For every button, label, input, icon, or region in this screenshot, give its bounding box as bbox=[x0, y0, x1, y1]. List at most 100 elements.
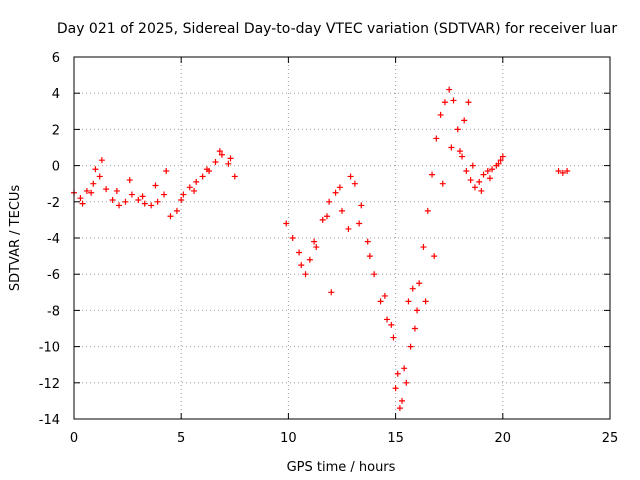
data-point bbox=[388, 321, 395, 328]
data-point bbox=[154, 198, 161, 205]
data-point bbox=[441, 99, 448, 106]
data-point bbox=[384, 316, 391, 323]
data-point bbox=[439, 180, 446, 187]
data-point bbox=[225, 160, 232, 167]
y-tick-label: 0 bbox=[52, 160, 60, 175]
data-point bbox=[461, 117, 468, 124]
y-tick-label: 6 bbox=[52, 51, 60, 66]
data-point bbox=[163, 168, 170, 175]
data-point bbox=[319, 216, 326, 223]
y-tick-label: -2 bbox=[47, 196, 60, 211]
data-point bbox=[141, 200, 148, 207]
data-point bbox=[311, 238, 318, 245]
data-point bbox=[339, 207, 345, 214]
data-point bbox=[407, 343, 414, 350]
data-point bbox=[203, 166, 210, 173]
data-point bbox=[405, 298, 412, 305]
data-point bbox=[345, 225, 352, 232]
data-point bbox=[109, 196, 116, 203]
data-point bbox=[437, 111, 444, 118]
data-point bbox=[431, 253, 438, 260]
data-point bbox=[212, 158, 219, 165]
data-point bbox=[414, 307, 421, 314]
data-point bbox=[377, 298, 384, 305]
data-point bbox=[218, 151, 225, 158]
data-point bbox=[465, 99, 472, 106]
data-point bbox=[135, 196, 142, 203]
data-point bbox=[328, 289, 335, 296]
data-point bbox=[178, 196, 185, 203]
data-point bbox=[231, 173, 238, 180]
data-point bbox=[422, 298, 429, 305]
chart-title: Day 021 of 2025, Sidereal Day-to-day VTE… bbox=[57, 21, 618, 37]
data-point bbox=[450, 97, 457, 104]
data-point bbox=[499, 153, 506, 160]
y-tick-label: -8 bbox=[47, 304, 60, 319]
data-point bbox=[347, 173, 354, 180]
y-tick-label: -6 bbox=[47, 268, 60, 283]
x-tick-label: 10 bbox=[280, 431, 297, 446]
data-point bbox=[448, 144, 455, 151]
y-tick-label: -4 bbox=[47, 232, 60, 247]
data-point bbox=[471, 184, 478, 191]
data-point bbox=[302, 271, 309, 278]
data-point bbox=[191, 187, 198, 194]
data-point bbox=[416, 280, 423, 287]
data-point bbox=[148, 202, 155, 209]
data-point bbox=[564, 168, 571, 175]
data-point bbox=[559, 169, 566, 176]
data-point bbox=[193, 178, 200, 185]
x-tick-label: 25 bbox=[602, 431, 619, 446]
data-point bbox=[396, 405, 403, 412]
x-tick-label: 5 bbox=[177, 431, 185, 446]
data-point bbox=[88, 189, 95, 196]
x-axis-label: GPS time / hours bbox=[287, 460, 396, 475]
data-point bbox=[356, 220, 363, 227]
data-point bbox=[161, 191, 168, 198]
data-point bbox=[92, 166, 99, 173]
data-point bbox=[429, 171, 436, 178]
data-point bbox=[139, 193, 146, 200]
data-point bbox=[306, 256, 313, 263]
data-point bbox=[227, 155, 234, 162]
data-point bbox=[336, 184, 343, 191]
data-point bbox=[364, 238, 371, 245]
data-point bbox=[216, 148, 223, 155]
y-axis-label: SDTVAR / TECUs bbox=[8, 185, 23, 292]
data-point bbox=[90, 180, 97, 187]
data-points bbox=[71, 86, 571, 412]
data-point bbox=[463, 168, 470, 175]
data-point bbox=[459, 153, 466, 160]
data-point bbox=[446, 86, 453, 93]
data-point bbox=[480, 171, 487, 178]
data-point bbox=[332, 189, 339, 196]
y-tick-label: -14 bbox=[39, 413, 60, 428]
data-point bbox=[186, 184, 193, 191]
axis-ticks: 0 5 10 15 20 25 -14 -12 -10 -8 -6 -4 -2 0 2 4 6 bbox=[39, 51, 619, 446]
y-tick-label: -10 bbox=[39, 341, 60, 356]
data-point bbox=[497, 157, 504, 164]
data-point bbox=[289, 235, 296, 241]
x-tick-label: 20 bbox=[495, 431, 512, 446]
data-point bbox=[199, 173, 206, 180]
data-point bbox=[116, 202, 123, 209]
data-point bbox=[98, 157, 105, 164]
data-point bbox=[296, 249, 303, 256]
data-point bbox=[298, 262, 305, 269]
data-point bbox=[79, 200, 86, 207]
data-point bbox=[495, 160, 502, 167]
data-point bbox=[424, 207, 431, 214]
data-point bbox=[394, 370, 401, 377]
data-point bbox=[103, 186, 110, 193]
data-point bbox=[283, 220, 290, 227]
data-point bbox=[358, 202, 365, 209]
data-point bbox=[77, 195, 84, 202]
data-point bbox=[96, 173, 103, 180]
data-point bbox=[467, 177, 474, 184]
x-tick-label: 0 bbox=[70, 431, 78, 446]
data-point bbox=[489, 166, 496, 173]
data-point bbox=[113, 187, 120, 194]
data-point bbox=[122, 198, 129, 205]
data-point bbox=[128, 191, 135, 198]
